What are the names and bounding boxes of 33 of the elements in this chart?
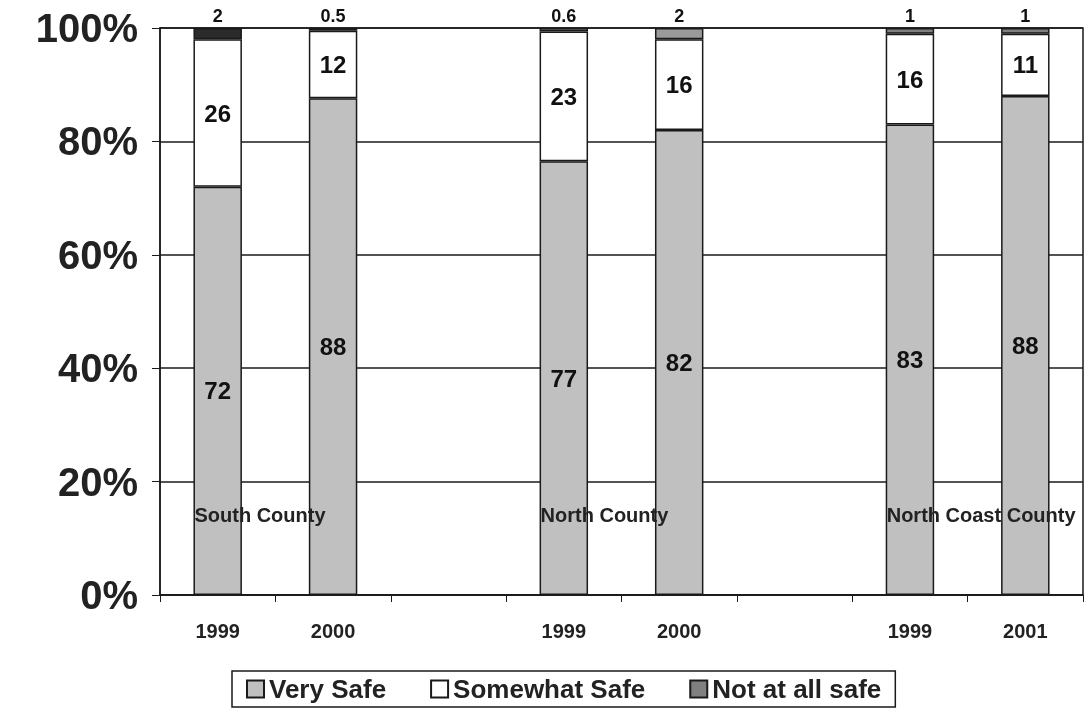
y-tick-label: 20% <box>57 459 138 504</box>
y-tick-label: 100% <box>35 6 138 50</box>
data-label: 11 <box>1012 51 1038 79</box>
data-label: 2 <box>212 6 223 26</box>
y-tick-label: 60% <box>57 232 138 277</box>
data-label: 1 <box>904 6 915 26</box>
x-tick-label: 1999 <box>541 620 587 642</box>
data-label: 88 <box>1011 332 1039 360</box>
data-label: 23 <box>550 82 578 110</box>
data-label: 0.6 <box>551 6 577 26</box>
data-label: 1 <box>1020 6 1031 26</box>
y-tick-label: 80% <box>57 119 138 164</box>
data-label: 77 <box>550 364 578 392</box>
y-tick-label: 40% <box>57 346 138 391</box>
y-tick-label: 0% <box>80 573 138 617</box>
data-label: 12 <box>319 51 347 79</box>
data-label: 88 <box>319 333 347 361</box>
data-label: 2 <box>674 6 685 26</box>
data-label: 16 <box>665 71 693 99</box>
legend-label: Very Safe <box>269 674 387 704</box>
x-tick-label: 2000 <box>310 620 356 642</box>
x-tick-label: 1999 <box>195 620 240 642</box>
data-label: 82 <box>665 349 693 377</box>
data-label: 83 <box>896 346 924 374</box>
data-label: 0.5 <box>320 6 346 26</box>
x-tick-label: 2000 <box>656 620 702 642</box>
data-label: 26 <box>204 99 232 127</box>
legend-label: Somewhat Safe <box>453 674 646 704</box>
legend-label: Not at all safe <box>712 674 882 704</box>
data-label: 16 <box>896 65 924 93</box>
x-tick-label: 2001 <box>1003 620 1048 642</box>
data-label: 72 <box>204 377 232 405</box>
x-tick-label: 1999 <box>887 620 933 642</box>
